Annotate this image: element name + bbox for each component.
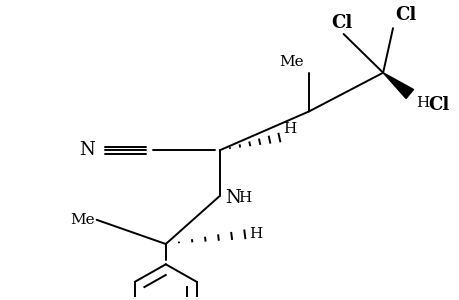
Text: H: H [283,122,296,136]
Text: Me: Me [70,213,95,227]
Text: Cl: Cl [428,96,449,114]
Polygon shape [382,73,413,98]
Text: Cl: Cl [394,6,415,24]
Text: H: H [248,227,262,241]
Text: N: N [79,141,95,159]
Text: H: H [415,96,428,110]
Text: N: N [224,189,241,207]
Text: Cl: Cl [330,14,352,32]
Text: Me: Me [279,55,303,69]
Text: H: H [237,190,251,205]
